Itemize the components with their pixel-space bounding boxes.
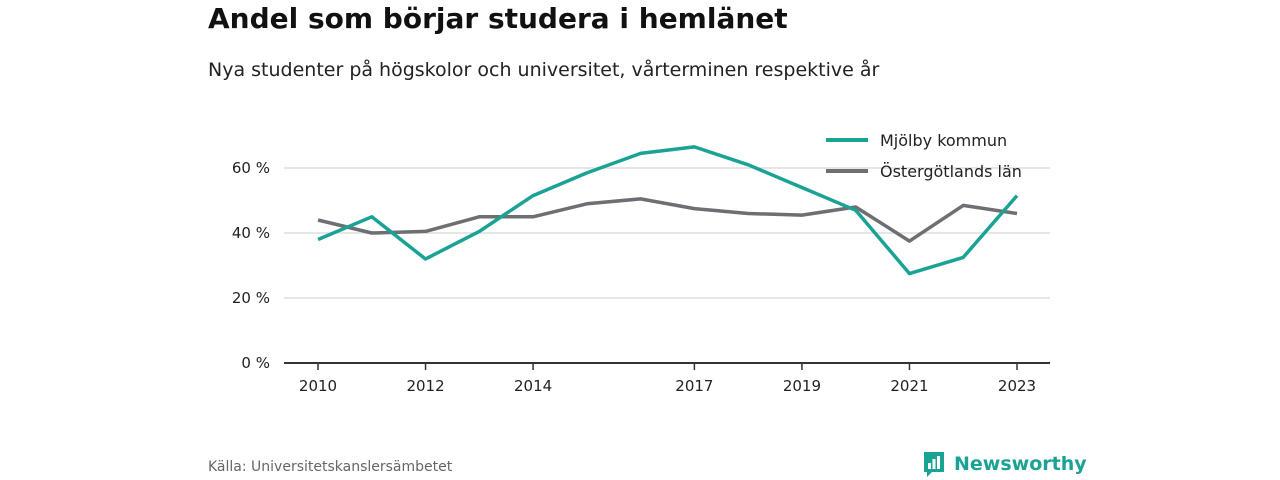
source-note: Källa: Universitetskanslersämbetet [208,459,453,475]
x-tick-label: 2014 [514,377,552,395]
legend-label: Östergötlands län [880,162,1022,181]
legend-label: Mjölby kommun [880,131,1007,150]
x-tick-label: 2023 [998,377,1036,395]
x-tick-label: 2012 [406,377,444,395]
x-tick-label: 2019 [783,377,821,395]
series-line-1 [317,197,1018,243]
x-tick-label: 2017 [675,377,713,395]
chart-title: Andel som börjar studera i hemlänet [208,2,788,35]
line-chart: 0 % 20 % 40 % 60 % 2010 2012 2014 2017 2019 2021… [232,131,1050,395]
series-line-0 [317,145,1019,276]
newsworthy-brand[interactable]: Newsworthy [922,450,1087,478]
x-tick-label: 2010 [299,377,337,395]
brand-name: Newsworthy [954,453,1087,475]
chart-subtitle: Nya studenter på högskolor och universit… [208,59,880,81]
x-tick-label: 2021 [890,377,928,395]
y-tick-label: 60 % [232,159,270,177]
y-tick-label: 20 % [232,289,270,307]
newsworthy-logo-icon [924,452,944,477]
y-tick-label: 40 % [232,224,270,242]
y-tick-label: 0 % [241,354,270,372]
